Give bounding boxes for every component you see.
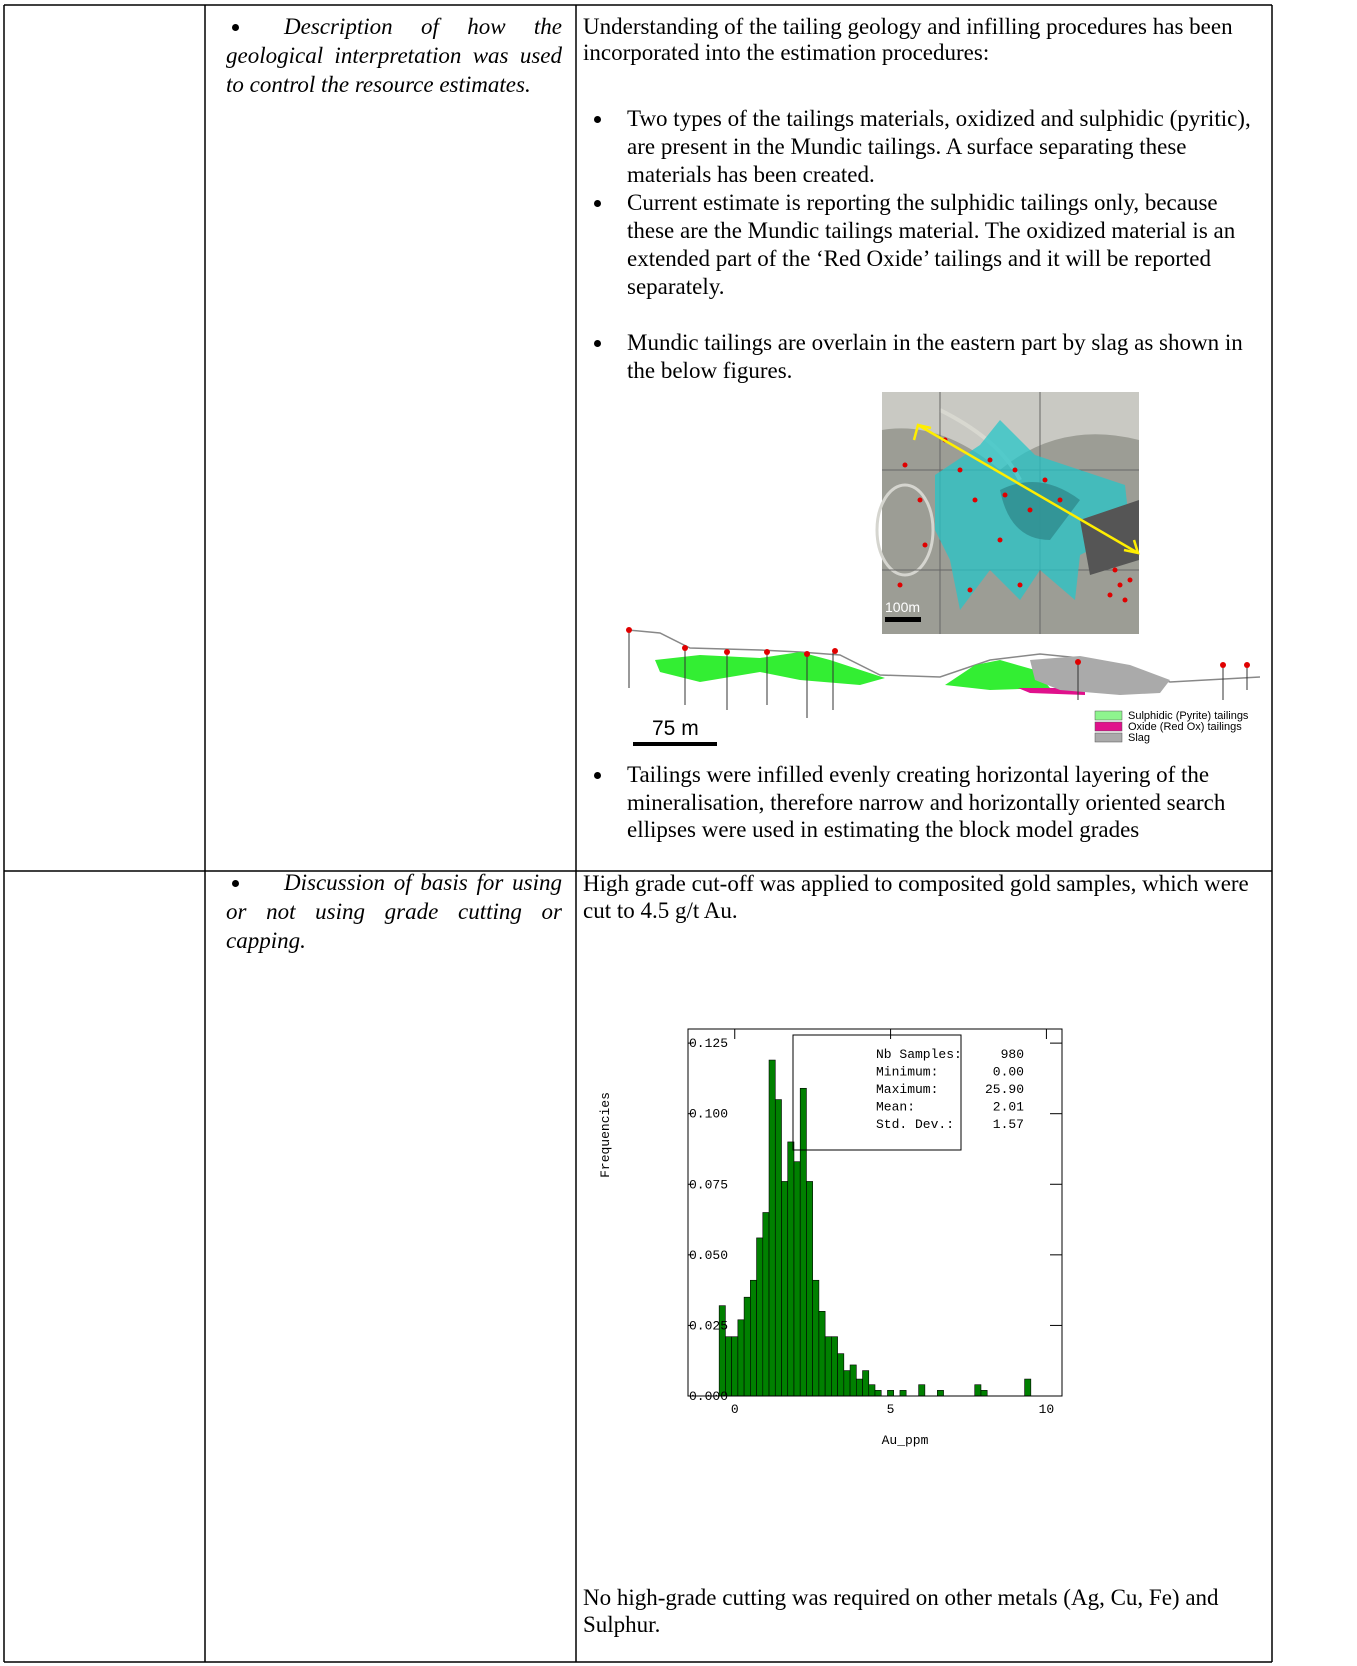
histogram-bar [980,1390,988,1397]
stats-value: 0.00 [993,1065,1024,1080]
stats-label: Std. Dev.: [876,1117,954,1132]
table-borders [3,4,1273,1663]
stats-label: Minimum: [876,1065,938,1080]
y-tick-label: 0.025 [689,1318,728,1333]
histogram-bar [974,1384,982,1397]
histogram-bar [806,1181,813,1397]
map-figure: 100m [875,392,1140,634]
x-axis-label: Au_ppm [882,1433,929,1448]
y-tick-label: 0.050 [689,1248,728,1263]
stats-value: 1.57 [993,1117,1024,1132]
bullet [594,200,601,207]
histogram-bar [868,1384,876,1397]
commentary-bullet: Current estimate is reporting the sulphi… [627,190,1236,299]
histogram-bar [725,1336,732,1397]
commentary-outro: No high-grade cutting was required on ot… [583,1585,1219,1637]
legend-label: Slag [1128,732,1150,744]
stats-label: Nb Samples: [876,1047,962,1062]
y-tick-label: 0.125 [689,1036,728,1051]
y-tick-label: 0.100 [689,1107,728,1122]
legend-swatch [1094,732,1123,743]
criteria-text: Description of how the geological interp… [226,14,562,97]
y-tick-label: 0.075 [689,1177,728,1192]
histogram-bar [768,1059,776,1397]
commentary-intro: High grade cut-off was applied to compos… [583,871,1249,923]
histogram-bar [874,1390,882,1397]
legend-swatch [1094,721,1123,732]
histogram-bar [899,1390,907,1397]
stats-value: 25.90 [985,1082,1024,1097]
histogram-bar [781,1181,789,1397]
bullet [232,24,239,31]
legend-label: Oxide (Red Ox) tailings [1128,721,1242,733]
histogram-bar [937,1390,944,1397]
histogram-bar [843,1370,851,1397]
stats-value: 2.01 [993,1100,1024,1115]
histogram-bar [774,1099,782,1397]
histogram-bar [855,1378,863,1397]
histogram-bar [837,1353,845,1397]
stats-box [792,1034,962,1151]
histogram-bar [918,1384,926,1397]
histogram-bar [812,1279,820,1397]
x-tick-label: 10 [1039,1402,1055,1417]
histogram-bar [824,1336,832,1397]
histogram-bar [787,1141,795,1397]
map-scale-label: 100m [885,599,920,615]
histogram-bar [793,1161,801,1397]
histogram-bar [750,1279,757,1397]
histogram-bar [743,1296,751,1397]
histogram-bar [849,1364,857,1397]
histogram-bar [731,1336,739,1397]
criteria-text: Discussion of basis for using or not usi… [226,870,562,953]
histogram-bar [831,1336,838,1397]
histogram-bar [818,1311,826,1397]
histogram: 0.000 0.025 0.050 0.075 0.100 0.125 0 5 10 Au_ppm… [598,1028,1063,1448]
histogram-bar [1024,1378,1032,1397]
histogram-bar [762,1212,770,1397]
histogram-bar [862,1370,870,1397]
y-axis-label: Frequencies [598,1092,613,1178]
x-tick-label: 5 [887,1402,895,1417]
bullet [232,880,239,887]
bullet [594,340,601,347]
stats-value: 980 [1001,1047,1024,1062]
commentary-bullet: Tailings were infilled evenly creating h… [627,762,1226,842]
stats-label: Maximum: [876,1082,938,1097]
section-scale-label: 75 m [652,717,699,740]
histogram-bar [756,1237,764,1397]
commentary-bullet: Mundic tailings are overlain in the east… [627,330,1243,383]
commentary-intro: Understanding of the tailing geology and… [583,14,1233,65]
bullet [594,772,601,779]
histogram-bar [737,1319,745,1397]
commentary-bullet: Two types of the tailings materials, oxi… [627,106,1251,187]
bullet [594,116,601,123]
histogram-bar [887,1390,895,1397]
stats-label: Mean: [876,1100,915,1115]
plot-frame [687,1028,1063,1397]
y-tick-label: 0.000 [689,1389,728,1404]
legend-swatch [1094,710,1123,721]
legend-label: Sulphidic (Pyrite) tailings [1128,710,1249,722]
x-tick-label: 0 [731,1402,739,1417]
